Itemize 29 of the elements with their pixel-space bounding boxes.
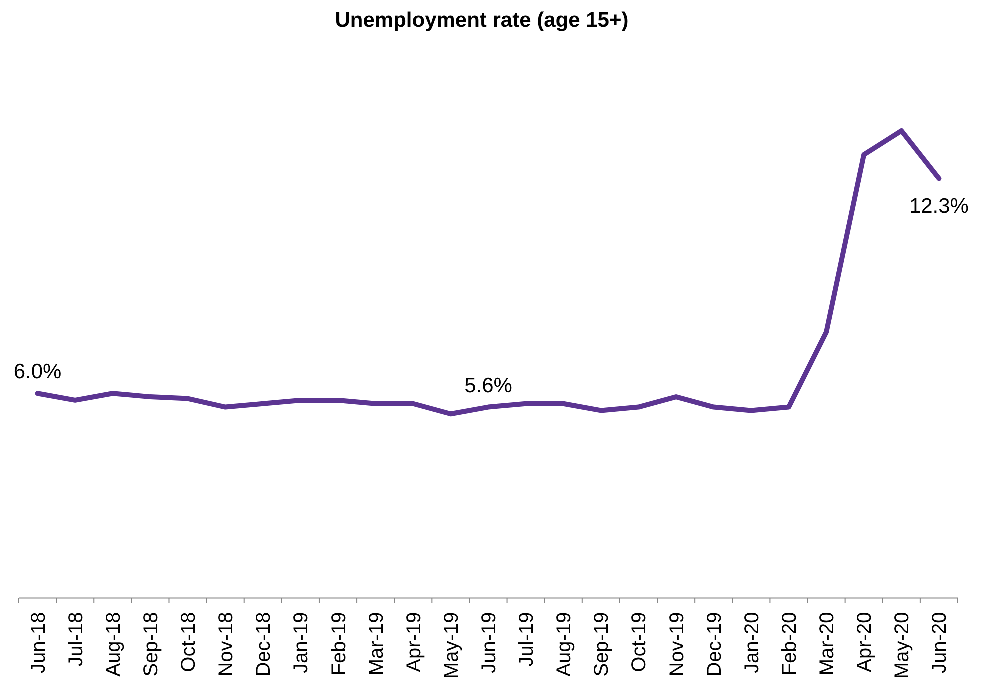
x-tick-label: Jul-18 — [65, 612, 88, 667]
x-tick-label: Apr-20 — [854, 612, 876, 672]
x-tick-label: Oct-18 — [178, 612, 200, 672]
chart-title: Unemployment rate (age 15+) — [335, 9, 629, 32]
x-tick-label: Nov-19 — [666, 612, 688, 677]
x-tick-label: Aug-18 — [102, 612, 125, 677]
x-tick-label: Jun-19 — [478, 612, 500, 674]
x-tick-label: Mar-20 — [816, 612, 839, 676]
x-tick-label: Jul-19 — [516, 612, 538, 667]
x-tick-label: May-19 — [440, 612, 463, 679]
data-label: 12.3% — [909, 194, 969, 218]
x-tick-label: May-20 — [892, 612, 914, 679]
data-label: 6.0% — [14, 360, 62, 384]
x-tick-label: Jan-20 — [741, 612, 764, 674]
x-tick-label: Nov-18 — [216, 612, 238, 677]
x-tick-label: Feb-19 — [328, 612, 350, 676]
x-tick-label: Jan-19 — [290, 612, 313, 674]
x-tick-label: Oct-19 — [628, 612, 651, 672]
x-tick-label: Jun-18 — [28, 612, 50, 674]
x-tick-label: Dec-19 — [704, 612, 726, 677]
x-tick-label: Jun-20 — [929, 612, 952, 674]
x-tick-label: Sep-18 — [140, 612, 162, 677]
data-label: 5.6% — [464, 374, 512, 398]
x-tick-label: Apr-19 — [403, 612, 426, 672]
x-tick-label: Feb-20 — [778, 612, 801, 676]
x-tick-label: Dec-18 — [253, 612, 276, 677]
x-tick-label: Sep-19 — [591, 612, 614, 677]
x-tick-label: Aug-19 — [554, 612, 576, 677]
x-tick-label: Mar-19 — [366, 612, 388, 676]
